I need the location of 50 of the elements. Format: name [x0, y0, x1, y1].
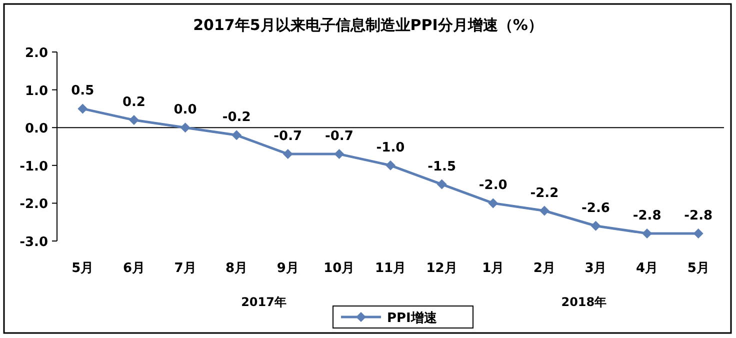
- x-tick-label: 5月: [687, 261, 710, 276]
- y-tick-label: 2.0: [24, 46, 48, 61]
- y-tick-label: -1.0: [20, 159, 48, 174]
- data-label: -0.2: [222, 110, 251, 126]
- x-tick-label: 10月: [324, 261, 355, 276]
- data-label: -2.0: [478, 178, 508, 194]
- x-tick-label: 11月: [374, 261, 406, 276]
- x-tick-label: 6月: [122, 261, 145, 276]
- text: 2017年: [241, 295, 286, 309]
- data-label: -1.5: [428, 159, 456, 174]
- y-tick-label: -3.0: [20, 235, 48, 250]
- x-tick-label: 7月: [174, 261, 196, 276]
- x-tick-label: 1月: [482, 261, 504, 276]
- x-tick-label: 3月: [584, 261, 607, 276]
- point: [282, 149, 293, 160]
- x-tick-label: 9月: [276, 261, 299, 276]
- y-tick-label: -2.0: [20, 197, 48, 212]
- data-label: -0.7: [274, 129, 302, 144]
- legend-label: PPI增速: [387, 311, 438, 326]
- chart-title: 2017年5月以来电子信息制造业PPI分月增速（%）: [193, 16, 543, 34]
- data-label: -2.2: [530, 186, 559, 201]
- data-label: -2.6: [582, 200, 610, 216]
- data-label: 0.5: [71, 84, 94, 99]
- x-tick-label: 2月: [533, 261, 556, 276]
- x-tick-label: 5月: [72, 261, 94, 276]
- legend: PPI增速: [332, 306, 474, 328]
- y-tick-label: 1.0: [24, 84, 48, 99]
- data-label: -2.8: [632, 208, 662, 224]
- point: [386, 160, 396, 170]
- x-tick-label: 12月: [426, 261, 458, 276]
- data-label: -2.8: [684, 208, 713, 224]
- point: [180, 122, 190, 133]
- y-tick-label: 0.0: [24, 122, 48, 137]
- point: [334, 149, 344, 160]
- point: [232, 130, 242, 140]
- point: [488, 198, 498, 208]
- text: 2018年: [561, 295, 607, 309]
- data-label: -0.7: [324, 129, 354, 144]
- data-label: 0.2: [122, 95, 146, 110]
- point: [539, 206, 550, 216]
- point: [78, 104, 88, 114]
- point: [128, 115, 139, 126]
- data-label: 0.0: [174, 102, 197, 118]
- x-tick-label: 8月: [226, 261, 248, 276]
- point: [590, 220, 601, 231]
- point: [436, 179, 447, 190]
- point: [642, 228, 652, 238]
- data-label: -1.0: [376, 140, 405, 156]
- point: [693, 228, 704, 238]
- x-tick-label: 4月: [636, 261, 658, 276]
